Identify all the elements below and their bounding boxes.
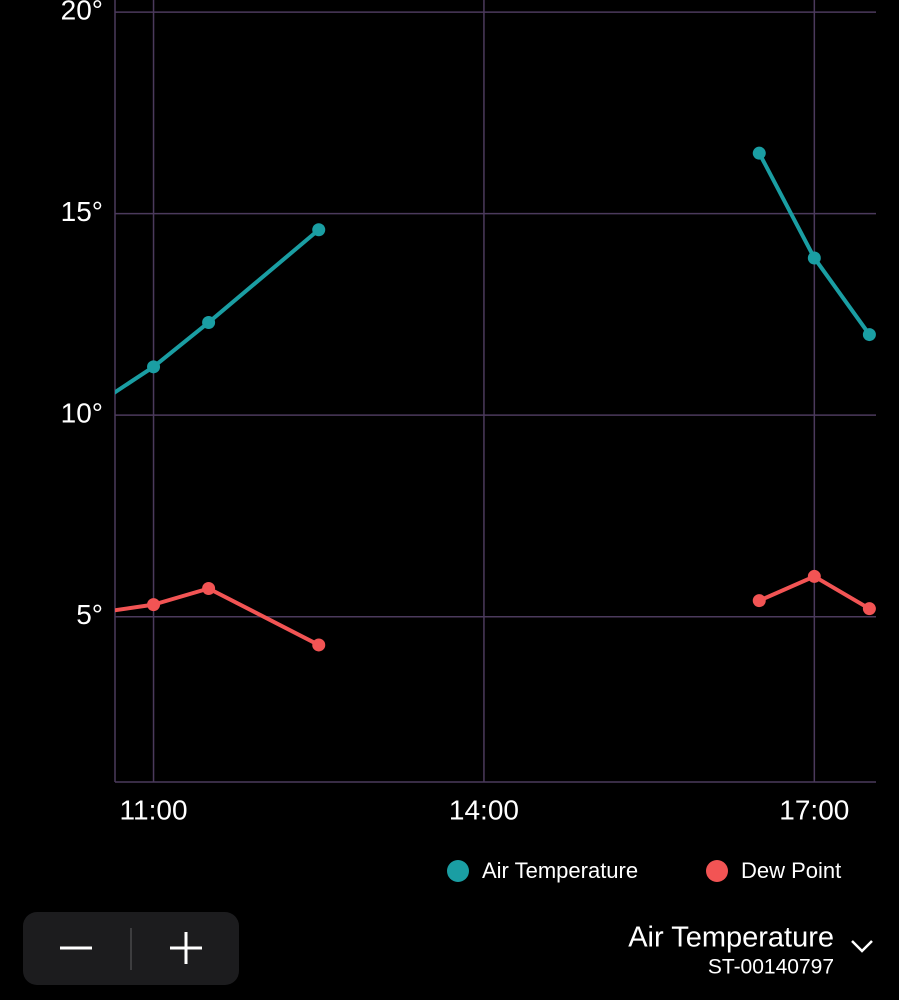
- x-tick-label: 11:00: [120, 794, 188, 825]
- data-point: [807, 569, 821, 583]
- data-point: [147, 598, 161, 612]
- data-point: [752, 146, 766, 160]
- metric-selector[interactable]: Air Temperature ST-00140797: [628, 922, 873, 979]
- data-point: [752, 594, 766, 608]
- metric-label[interactable]: Air Temperature: [628, 922, 834, 954]
- station-id: ST-00140797: [708, 956, 834, 979]
- chevron[interactable]: [851, 940, 873, 953]
- zoom-in-button[interactable]: [170, 932, 202, 964]
- data-point: [862, 328, 876, 342]
- legend-swatch: [447, 860, 469, 882]
- data-point: [312, 223, 326, 237]
- data-point: [202, 582, 216, 596]
- legend-swatch: [706, 860, 728, 882]
- data-point: [147, 360, 161, 374]
- zoom-control: [23, 912, 239, 985]
- data-point: [312, 638, 326, 652]
- x-tick-label: 17:00: [779, 794, 849, 825]
- y-tick-label: 20°: [61, 0, 103, 25]
- legend-label: Dew Point: [741, 858, 841, 883]
- y-tick-label: 15°: [61, 196, 103, 227]
- x-tick-label: 14:00: [449, 794, 519, 825]
- data-point: [202, 315, 216, 329]
- legend-label: Air Temperature: [482, 858, 638, 883]
- data-point: [862, 602, 876, 616]
- data-point: [807, 251, 821, 265]
- y-tick-label: 10°: [61, 398, 103, 429]
- y-tick-label: 5°: [76, 599, 103, 630]
